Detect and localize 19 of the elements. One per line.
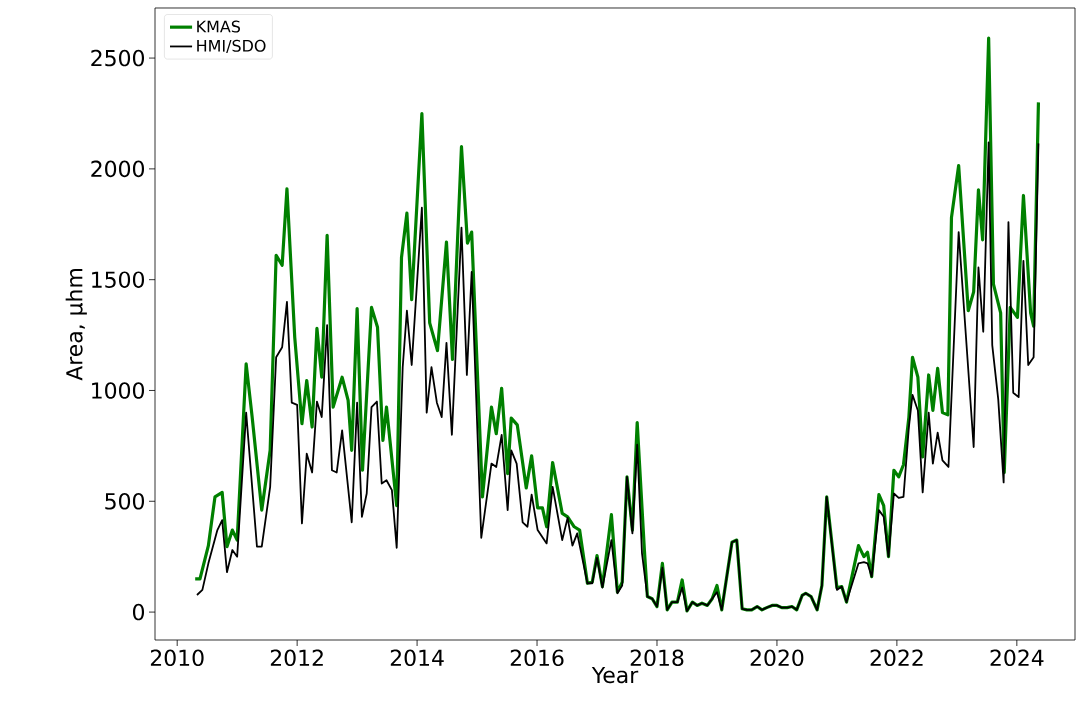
x-tick-label: 2022 <box>870 649 923 667</box>
x-tick-label: 2012 <box>270 649 323 667</box>
y-tick-label: 2500 <box>91 49 145 67</box>
x-tick-label: 2024 <box>990 649 1044 667</box>
x-axis-title: Year <box>591 666 639 684</box>
y-tick-label: 0 <box>132 603 145 621</box>
x-tick-label: 2020 <box>750 649 804 667</box>
x-tick-label: 2016 <box>510 649 564 667</box>
y-tick-label: 500 <box>105 492 145 510</box>
x-tick-label: 2014 <box>390 649 444 667</box>
x-tick-label: 2018 <box>630 649 684 667</box>
y-tick-label: 1500 <box>92 271 145 288</box>
line-series <box>196 141 1040 612</box>
legend-label: HMI/SDO <box>197 39 266 54</box>
y-tick-label: 1000 <box>92 382 145 399</box>
legend-label: KMAS <box>197 20 241 33</box>
y-tick-label: 2000 <box>91 160 145 178</box>
x-tick-label: 2010 <box>150 649 204 667</box>
y-axis-title: Area, μhm <box>65 269 87 381</box>
